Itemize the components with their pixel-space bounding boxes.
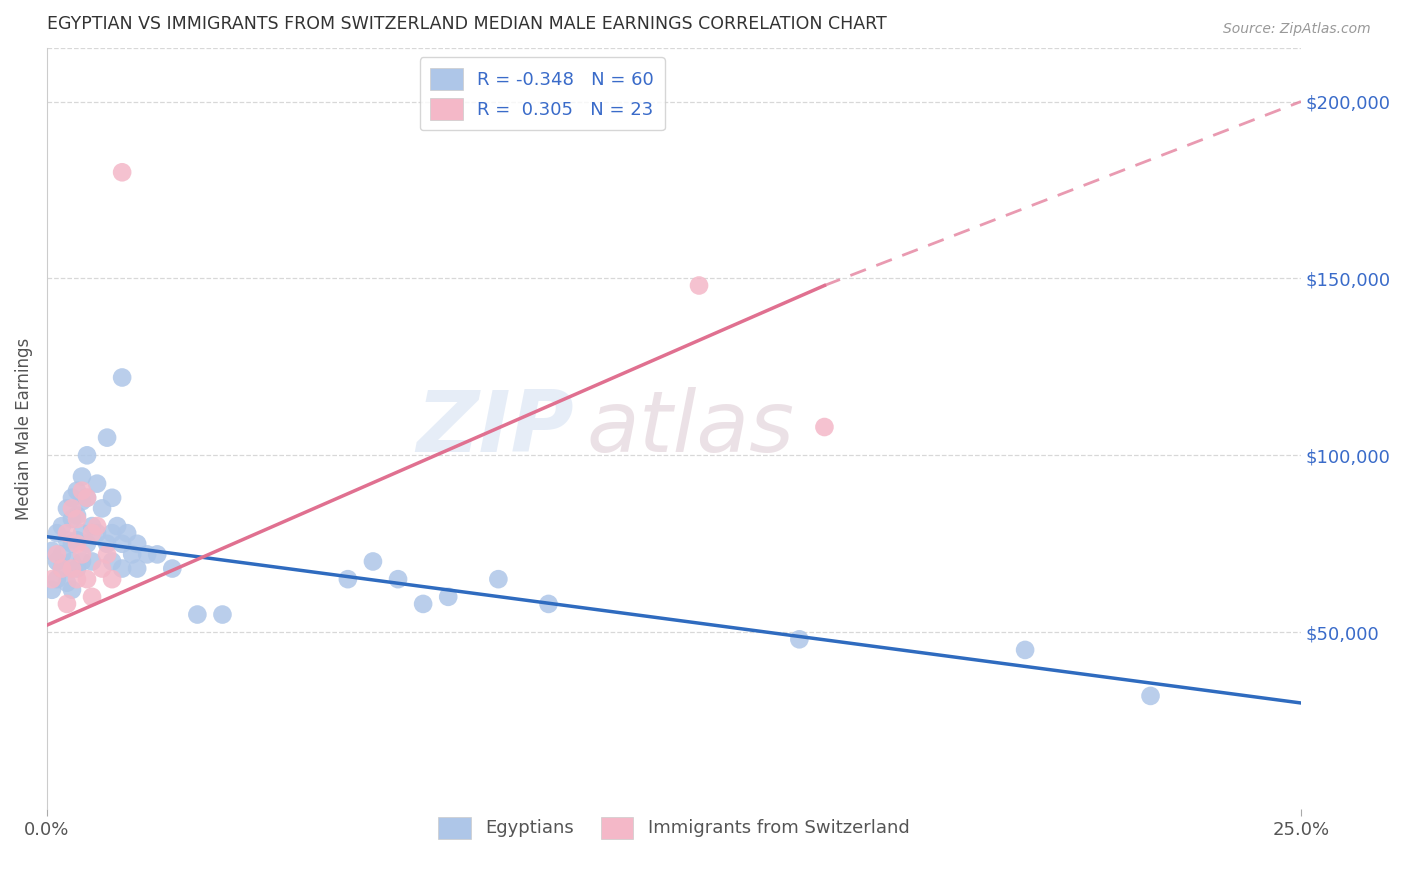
Point: [45, 526, 67, 541]
Point: [56, 597, 79, 611]
Point: [51, 548, 73, 562]
Point: [162, 561, 184, 575]
Point: [56, 501, 79, 516]
Point: [76, 491, 98, 505]
Point: [437, 590, 460, 604]
Point: [91, 561, 114, 575]
Point: [387, 572, 409, 586]
Point: [105, 519, 128, 533]
Point: [76, 572, 98, 586]
Text: atlas: atlas: [586, 387, 794, 470]
Text: Source: ZipAtlas.com: Source: ZipAtlas.com: [1223, 22, 1371, 37]
Text: ZIP: ZIP: [416, 387, 574, 470]
Point: [361, 554, 384, 568]
Point: [101, 526, 124, 541]
Point: [146, 548, 169, 562]
Point: [136, 548, 159, 562]
Point: [789, 632, 811, 647]
Point: [96, 548, 118, 562]
Point: [101, 491, 124, 505]
Point: [60, 491, 83, 505]
Point: [86, 476, 108, 491]
Point: [60, 501, 83, 516]
Point: [86, 519, 108, 533]
Point: [86, 526, 108, 541]
Legend: Egyptians, Immigrants from Switzerland: Egyptians, Immigrants from Switzerland: [432, 809, 917, 846]
Point: [111, 165, 134, 179]
Point: [51, 561, 73, 575]
Point: [41, 572, 63, 586]
Point: [56, 526, 79, 541]
Point: [41, 582, 63, 597]
Point: [76, 537, 98, 551]
Point: [70, 548, 93, 562]
Point: [486, 572, 509, 586]
Point: [115, 526, 138, 541]
Point: [91, 501, 114, 516]
Point: [45, 572, 67, 586]
Point: [45, 554, 67, 568]
Point: [101, 554, 124, 568]
Point: [66, 508, 89, 523]
Point: [60, 561, 83, 575]
Point: [70, 494, 93, 508]
Point: [66, 533, 89, 548]
Point: [111, 561, 134, 575]
Point: [56, 575, 79, 590]
Point: [66, 512, 89, 526]
Point: [60, 537, 83, 551]
Point: [76, 448, 98, 462]
Point: [51, 561, 73, 575]
Point: [96, 537, 118, 551]
Point: [96, 431, 118, 445]
Point: [127, 561, 149, 575]
Point: [41, 544, 63, 558]
Text: EGYPTIAN VS IMMIGRANTS FROM SWITZERLAND MEDIAN MALE EARNINGS CORRELATION CHART: EGYPTIAN VS IMMIGRANTS FROM SWITZERLAND …: [46, 15, 887, 33]
Point: [51, 519, 73, 533]
Point: [813, 420, 835, 434]
Point: [1014, 643, 1036, 657]
Point: [66, 561, 89, 575]
Point: [70, 526, 93, 541]
Point: [60, 512, 83, 526]
Point: [66, 537, 89, 551]
Point: [412, 597, 434, 611]
Point: [336, 572, 359, 586]
Point: [56, 533, 79, 548]
Point: [70, 483, 93, 498]
Point: [76, 491, 98, 505]
Point: [80, 590, 103, 604]
Point: [121, 548, 143, 562]
Point: [1139, 689, 1161, 703]
Point: [60, 554, 83, 568]
Point: [111, 370, 134, 384]
Point: [80, 519, 103, 533]
Point: [60, 582, 83, 597]
Point: [688, 278, 710, 293]
Point: [80, 554, 103, 568]
Point: [66, 572, 89, 586]
Point: [127, 537, 149, 551]
Point: [186, 607, 208, 622]
Y-axis label: Median Male Earnings: Median Male Earnings: [15, 338, 32, 520]
Point: [70, 469, 93, 483]
Point: [211, 607, 233, 622]
Point: [101, 572, 124, 586]
Point: [111, 537, 134, 551]
Point: [66, 483, 89, 498]
Point: [537, 597, 560, 611]
Point: [80, 526, 103, 541]
Point: [70, 554, 93, 568]
Point: [45, 548, 67, 562]
